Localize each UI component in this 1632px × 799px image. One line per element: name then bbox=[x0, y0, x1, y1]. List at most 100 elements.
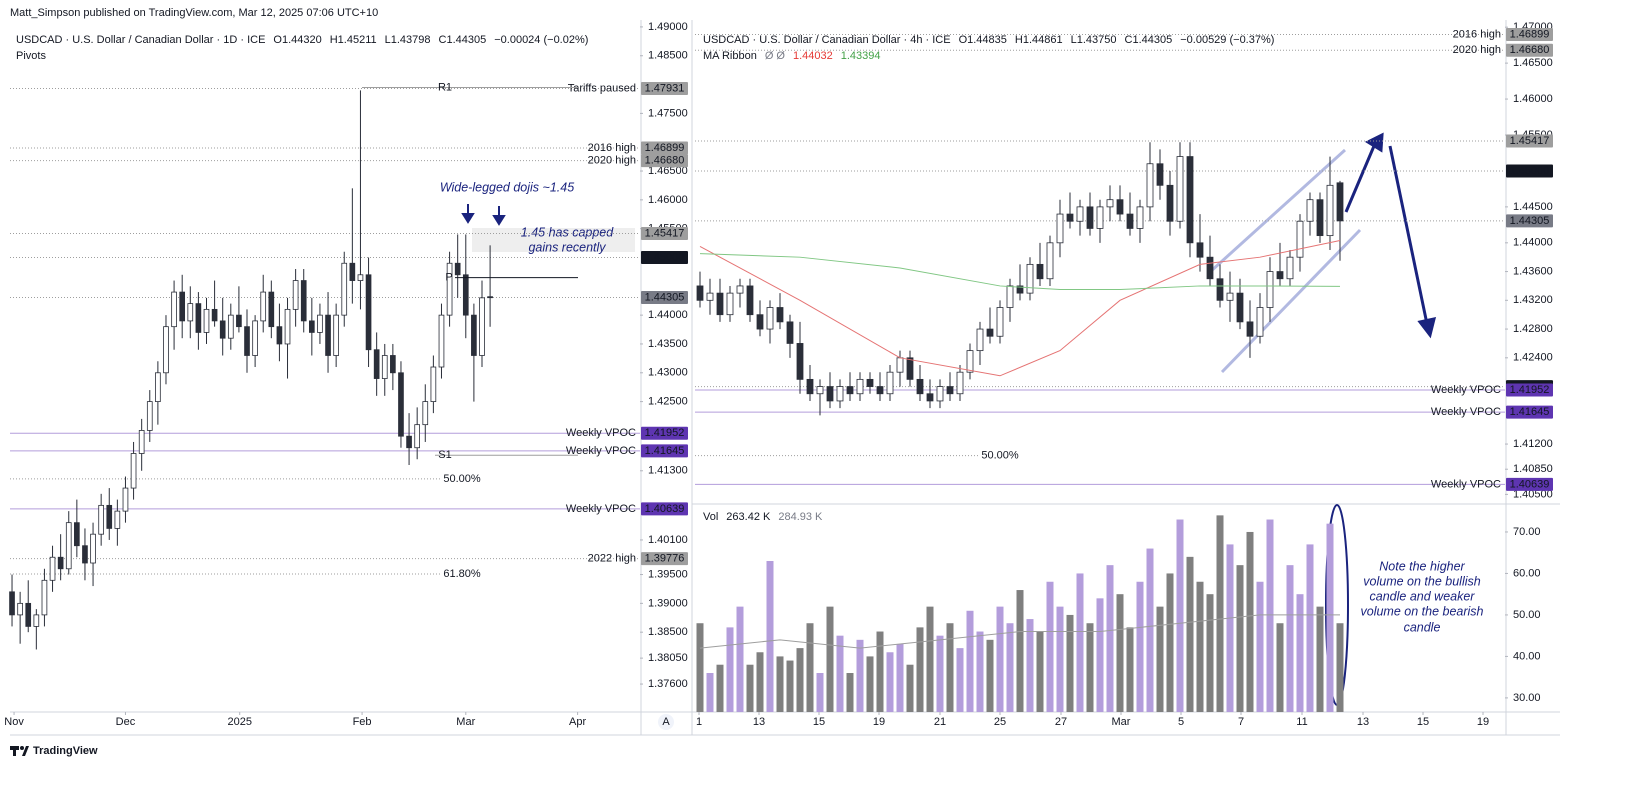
candle-body bbox=[1006, 285, 1014, 308]
scale-button[interactable] bbox=[658, 714, 674, 730]
level-label: Weekly VPOC bbox=[1431, 384, 1501, 396]
candle-body bbox=[487, 296, 493, 299]
y-tick-label: 1.42800 bbox=[1513, 323, 1553, 335]
volume-bar bbox=[1046, 581, 1054, 712]
candle-body bbox=[179, 291, 186, 322]
candle-body bbox=[454, 262, 461, 276]
x-tick-label: 1 bbox=[696, 716, 702, 728]
volume-bar bbox=[1036, 631, 1044, 712]
indicator-flags: Ø Ø bbox=[765, 50, 786, 62]
candle-body bbox=[696, 285, 704, 301]
pivot-label: S1 bbox=[438, 449, 451, 461]
ohlc: C1.44305 bbox=[1125, 34, 1173, 46]
candle-body bbox=[1066, 213, 1074, 222]
volume-bar bbox=[756, 652, 764, 712]
pivot-label: R1 bbox=[438, 81, 452, 93]
candle-body bbox=[1026, 263, 1034, 294]
candle-body bbox=[716, 292, 724, 316]
y-tick-label: 1.38500 bbox=[648, 626, 688, 638]
volume-bar bbox=[966, 610, 974, 712]
ohlc: O1.44835 bbox=[959, 34, 1007, 46]
annotation: 1.45 has capped bbox=[521, 225, 614, 239]
y-tick-label: 1.41200 bbox=[1513, 438, 1553, 450]
price-badge bbox=[641, 226, 688, 240]
legend: USDCAD · U.S. Dollar / Canadian Dollar ·… bbox=[703, 34, 1274, 46]
candle-body bbox=[252, 320, 258, 356]
volume-bar bbox=[996, 606, 1004, 712]
candle-body bbox=[1246, 321, 1254, 337]
price-badge-label: 1.40639 bbox=[645, 503, 685, 515]
scale-button-label[interactable]: A bbox=[662, 716, 670, 728]
y-tick-label: 1.44000 bbox=[648, 309, 688, 321]
candle-body bbox=[155, 372, 161, 403]
x-tick-label: Apr bbox=[569, 716, 586, 728]
candle-body bbox=[766, 307, 774, 330]
candle-body bbox=[325, 314, 331, 356]
candle-body bbox=[260, 291, 267, 322]
candle-body bbox=[1136, 206, 1144, 229]
candle-body bbox=[438, 314, 445, 368]
candle-body bbox=[726, 292, 734, 316]
candle-body bbox=[292, 280, 299, 310]
x-tick-label: 21 bbox=[934, 716, 946, 728]
price-badge bbox=[641, 154, 688, 168]
candle-body bbox=[357, 274, 364, 281]
candle-body bbox=[414, 424, 421, 449]
level-label: Weekly VPOC bbox=[566, 445, 636, 457]
price-badge-label: 1.40639 bbox=[1510, 478, 1550, 490]
candle-body bbox=[1116, 199, 1124, 215]
volume-bar bbox=[786, 660, 794, 712]
candle-body bbox=[946, 386, 954, 395]
candle-body bbox=[796, 343, 804, 380]
candle-body bbox=[956, 371, 964, 395]
y-tick-label: 1.43200 bbox=[1513, 294, 1553, 306]
volume-bar bbox=[876, 631, 884, 712]
volume-bar bbox=[1246, 531, 1254, 712]
volume-bar bbox=[1336, 623, 1344, 712]
candle-body bbox=[422, 401, 429, 426]
candle-body bbox=[300, 280, 307, 322]
candle-body bbox=[1156, 163, 1164, 186]
candle-body bbox=[479, 297, 485, 356]
volume-bar bbox=[1006, 623, 1014, 712]
fib-label: 50.00% bbox=[443, 473, 481, 485]
volume-bar bbox=[746, 664, 754, 712]
ohlc: C1.44305 bbox=[439, 34, 487, 46]
x-tick-label: Mar bbox=[1112, 716, 1131, 728]
candle-body bbox=[146, 401, 153, 431]
x-tick-label: 13 bbox=[1357, 716, 1369, 728]
volume-ma bbox=[699, 614, 1340, 649]
candle-body bbox=[1086, 206, 1094, 229]
candle-body bbox=[1146, 163, 1154, 208]
candle-body bbox=[462, 274, 469, 316]
candle-body bbox=[1306, 199, 1314, 222]
price-badge-label: 1.44305 bbox=[1510, 215, 1550, 227]
volume-bar bbox=[1236, 565, 1244, 712]
candle-body bbox=[1046, 242, 1054, 280]
candle-body bbox=[1036, 263, 1044, 280]
candle-body bbox=[284, 308, 291, 345]
candle-body bbox=[1106, 199, 1114, 208]
y-tick-label: 1.48500 bbox=[648, 50, 688, 62]
price-badge-label: 1.44305 bbox=[645, 291, 685, 303]
price-badge-label: 1.46899 bbox=[645, 142, 685, 154]
volume-bar bbox=[1266, 519, 1274, 712]
candle-body bbox=[1126, 213, 1134, 229]
volume-value: 284.93 K bbox=[778, 511, 823, 523]
level-label: Weekly VPOC bbox=[1431, 478, 1501, 490]
price-badge bbox=[1506, 214, 1553, 228]
y-tick-label: 1.47500 bbox=[648, 107, 688, 119]
x-tick-label: Nov bbox=[4, 716, 24, 728]
y-tick-label: 1.42400 bbox=[1513, 352, 1553, 364]
volume-bar bbox=[1146, 548, 1154, 712]
x-tick-label: Mar bbox=[456, 716, 475, 728]
volume-bar bbox=[1226, 544, 1234, 712]
y-tick-label: 1.38050 bbox=[648, 652, 688, 664]
y-tick-label: 1.43500 bbox=[648, 338, 688, 350]
annotation: gains recently bbox=[528, 240, 606, 254]
volume-bar bbox=[696, 623, 704, 712]
x-tick-label: 27 bbox=[1055, 716, 1067, 728]
y-tick-label: 1.46500 bbox=[648, 165, 688, 177]
price-badge bbox=[1506, 134, 1553, 148]
